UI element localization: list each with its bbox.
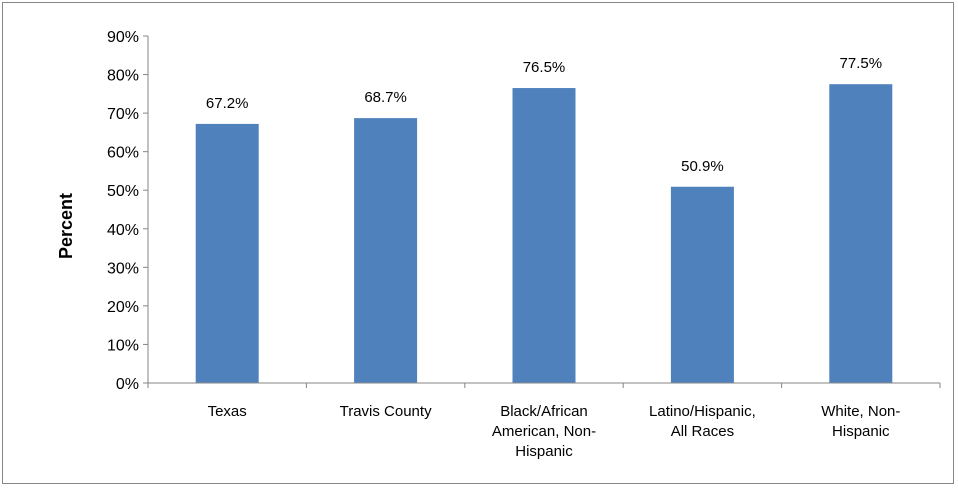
x-category-label: Travis County <box>340 403 432 420</box>
data-label: 50.9% <box>681 158 724 175</box>
y-tick-label: 10% <box>107 337 139 354</box>
y-tick-label: 30% <box>107 260 139 277</box>
x-category-label: White, Non-Hispanic <box>821 403 900 440</box>
x-category-label: Black/African American, Non-Hispanic <box>492 403 596 460</box>
y-tick-label: 70% <box>107 106 139 123</box>
y-tick-label: 20% <box>107 299 139 316</box>
data-label: 77.5% <box>840 55 883 72</box>
y-tick-label: 50% <box>107 183 139 200</box>
data-label: 76.5% <box>523 59 566 76</box>
x-category-label: Texas <box>208 403 247 420</box>
y-tick-label: 0% <box>116 376 139 393</box>
x-axis: Texas Travis County Black/African American,… <box>147 382 941 460</box>
data-label: 67.2% <box>206 95 249 112</box>
data-label: 68.7% <box>364 89 407 106</box>
bar <box>354 118 418 383</box>
bars: 67.2% 68.7% 76.5% 50.9% 77.5% <box>195 55 893 384</box>
x-category-label: Latino/Hispanic, All Races <box>649 403 756 440</box>
bar-chart: Percent 0% 10% 20% 30% 40% 50% 60% 70% 80% 90% 67… <box>56 29 941 460</box>
bar <box>512 88 576 384</box>
y-tick-label: 90% <box>107 29 139 46</box>
bar <box>670 186 734 383</box>
y-axis: 0% 10% 20% 30% 40% 50% 60% 70% 80% 90% <box>107 29 149 393</box>
bar <box>829 84 893 383</box>
y-tick-label: 80% <box>107 68 139 85</box>
bar <box>195 123 259 383</box>
y-tick-label: 40% <box>107 222 139 239</box>
y-tick-label: 60% <box>107 145 139 162</box>
y-axis-title: Percent <box>56 193 76 259</box>
